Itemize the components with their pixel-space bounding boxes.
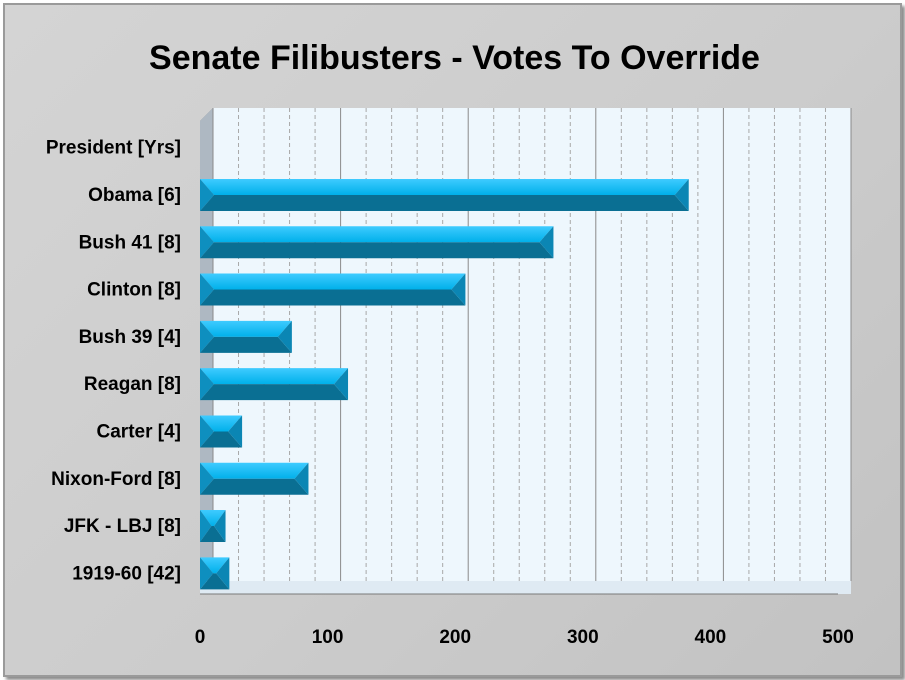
- bar-top: [200, 226, 554, 243]
- bar-top: [200, 510, 226, 527]
- bar-left-cap: [200, 226, 214, 259]
- bar-right-cap: [451, 273, 466, 306]
- bar-top: [200, 320, 292, 337]
- bar-top: [200, 462, 309, 479]
- x-tick-label: 500: [822, 627, 854, 648]
- bar-left-cap: [200, 368, 214, 401]
- category-label: Carter [4]: [97, 421, 181, 442]
- bar-left-cap: [200, 510, 212, 543]
- bar-right-cap: [674, 178, 689, 211]
- bar-right-cap: [228, 415, 243, 448]
- category-label: President [Yrs]: [46, 138, 181, 159]
- bar-bottom: [200, 336, 292, 353]
- plot-floor: [200, 581, 851, 594]
- category-label: JFK - LBJ [8]: [64, 516, 181, 537]
- bar-bottom: [200, 242, 554, 259]
- bar-top: [200, 368, 349, 385]
- x-tick-label: 0: [195, 627, 206, 648]
- bar-left-cap: [200, 557, 214, 590]
- bar-left-cap: [200, 320, 214, 353]
- bar-bottom: [200, 194, 689, 211]
- bar-bottom: [200, 384, 349, 401]
- category-label: Clinton [8]: [87, 280, 181, 301]
- bar-bottom: [200, 431, 243, 448]
- category-label: Bush 39 [4]: [79, 327, 181, 348]
- bar-left-cap: [200, 273, 214, 306]
- bar-left-cap: [200, 178, 214, 211]
- chart-title: Senate Filibusters - Votes To Override: [149, 39, 760, 77]
- x-tick-label: 300: [567, 627, 599, 648]
- category-label: Reagan [8]: [84, 374, 181, 395]
- bar-right-cap: [277, 320, 292, 353]
- bar-bottom: [200, 478, 309, 495]
- category-label: Bush 41 [8]: [79, 232, 181, 253]
- bar-right-cap: [214, 510, 226, 543]
- category-label: Obama [6]: [88, 185, 181, 206]
- bars: [200, 178, 689, 590]
- x-tick-label: 100: [312, 627, 344, 648]
- category-label: Nixon-Ford [8]: [51, 469, 181, 490]
- labels: President [Yrs] Obama [6] Bush 41 [8] Clint…: [46, 138, 854, 648]
- bar-top: [200, 273, 466, 290]
- bar-right-cap: [539, 226, 554, 259]
- bar-bottom: [200, 289, 466, 306]
- bar-bottom: [200, 526, 226, 543]
- bar-top: [200, 178, 689, 195]
- bar-right-cap: [334, 368, 349, 401]
- bar-right-cap: [294, 462, 309, 495]
- x-tick-label: 400: [695, 627, 727, 648]
- x-tick-label: 200: [439, 627, 471, 648]
- bar-left-cap: [200, 415, 214, 448]
- bar-left-cap: [200, 462, 214, 495]
- bar-top: [200, 557, 230, 574]
- bar-top: [200, 415, 243, 432]
- bar-right-cap: [216, 557, 230, 590]
- bar-bottom: [200, 573, 230, 590]
- category-label: 1919-60 [42]: [72, 563, 181, 584]
